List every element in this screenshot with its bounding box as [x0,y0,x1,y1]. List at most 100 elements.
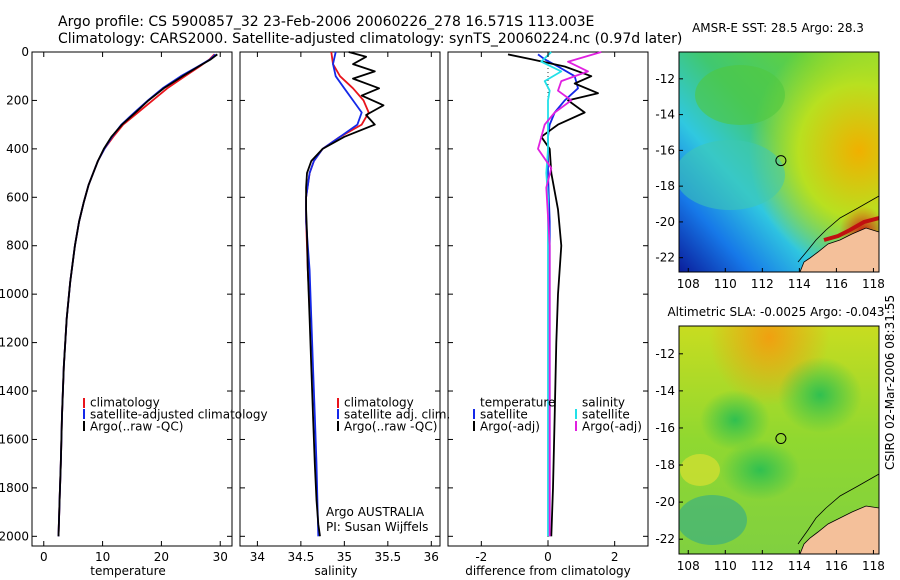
x-tick-label: -2 [475,550,487,564]
map-x-tick-label: 112 [751,559,774,573]
map-x-tick-label: 110 [714,277,737,291]
sla-eddy [700,390,770,450]
credit-line-1: Argo AUSTRALIA [326,505,425,519]
legend-label: climatology [90,396,160,410]
y-tick-label: 800 [6,239,29,253]
sla-map-title: Altimetric SLA: -0.0025 Argo: -0.043 [667,305,884,319]
legend-label: Argo(..raw -QC) [90,420,183,434]
map-y-tick-label: -20 [655,215,675,229]
y-tick-label: 1800 [0,481,29,495]
legend-label: Argo(-adj) [582,420,642,434]
legend-label: satellite [582,408,630,422]
credit-line-2: PI: Susan Wijffels [326,520,428,534]
map-x-tick-label: 118 [862,277,885,291]
series-line-salinity-satellite [540,51,563,537]
map-x-tick-label: 108 [677,277,700,291]
sla-map-frame [678,325,880,555]
legend-header-salinity: salinity [582,396,625,410]
map-y-tick-label: -14 [655,384,675,398]
difference-legend: temperature salinity satellite Argo(-adj… [473,396,642,434]
legend-label: Argo(-adj) [480,420,540,434]
map-x-tick-label: 108 [677,559,700,573]
depth-axis: 0 200 400 600 800 1000 1200 1400 1600 1800 2000 [0,45,29,543]
sla-map-axes: 108 110 112 114 116 118 -12 -14 -16 -18 -20 -22 [655,347,885,573]
map-y-tick-label: -14 [655,108,675,122]
y-tick-label: 1000 [0,287,29,301]
sst-map-frame [678,51,880,273]
salinity-legend: climatology satellite adj. clim. Argo(..… [326,396,450,535]
legend-label: satellite adj. clim. [344,408,450,422]
series-line-argo-raw-qc [57,53,218,537]
temperature-xlabel: temperature [90,564,165,578]
legend-label: satellite-adjusted climatology [90,408,268,422]
sla-patch [680,454,720,486]
y-tick-label: 400 [6,142,29,156]
map-y-tick-label: -18 [655,458,675,472]
map-x-tick-label: 116 [825,277,848,291]
map-x-tick-label: 112 [751,277,774,291]
x-tick-label: 35 [337,550,352,564]
map-y-tick-label: -12 [655,347,675,361]
x-tick-label: 34 [250,550,265,564]
map-y-tick-label: -22 [655,532,675,546]
x-tick-label: 36 [424,550,439,564]
series-line-satellite-adj-clim [305,51,363,537]
sla-map [679,326,879,554]
y-tick-label: 2000 [0,529,29,543]
map-x-tick-label: 116 [825,559,848,573]
y-tick-label: 0 [21,45,29,59]
salinity-plot: 34 34.5 35 35.5 36 [240,51,440,564]
x-tick-label: 20 [154,550,169,564]
sla-eddy [720,440,800,500]
isobath [797,473,879,545]
land-australia [799,505,879,554]
difference-plot: -2 0 2 [448,51,648,564]
x-tick-label: 0 [544,550,552,564]
y-tick-label: 1200 [0,336,29,350]
map-y-tick-label: -12 [655,72,675,86]
y-tick-label: 600 [6,190,29,204]
map-y-tick-label: -20 [655,495,675,509]
x-tick-label: 2 [611,550,619,564]
map-x-tick-label: 114 [788,559,811,573]
isobath [797,195,879,263]
map-x-tick-label: 114 [788,277,811,291]
map-x-tick-label: 110 [714,559,737,573]
title-line-1: Argo profile: CS 5900857_32 23-Feb-2006 … [58,14,594,30]
map-x-tick-label: 118 [862,559,885,573]
sst-map-axes: 108 110 112 114 116 118 -12 -14 -16 -18 -20 -22 [655,72,885,291]
series-line-salinity-argo-adj [537,51,602,537]
sla-eddy [679,495,747,545]
sst-map [679,52,879,272]
legend-header-temperature: temperature [480,396,555,410]
temperature-plot: 0 10 20 30 [32,51,232,564]
map-y-tick-label: -22 [655,251,675,265]
temperature-legend: climatology satellite-adjusted climatolo… [83,396,268,434]
salinity-xlabel: salinity [314,564,357,578]
x-tick-label: 35.5 [374,550,401,564]
y-tick-label: 1400 [0,384,29,398]
sst-coastal-band [823,216,879,242]
map-y-tick-label: -18 [655,179,675,193]
csiro-timestamp: CSIRO 02-Mar-2006 08:31:55 [883,295,897,470]
legend-label: Argo(..raw -QC) [344,420,437,434]
salinity-panel [239,51,441,547]
difference-xlabel: difference from climatology [465,564,631,578]
map-y-tick-label: -16 [655,421,675,435]
y-tick-label: 200 [6,93,29,107]
sst-map-title: AMSR-E SST: 28.5 Argo: 28.3 [692,21,864,35]
legend-label: satellite [480,408,528,422]
map-y-tick-label: -16 [655,143,675,157]
temperature-panel [31,51,233,547]
title-line-2: Climatology: CARS2000. Satellite-adjuste… [58,31,682,47]
x-tick-label: 10 [95,550,110,564]
legend-label: climatology [344,396,414,410]
series-line-argo-raw-qc [305,51,385,537]
sst-hot-region [679,52,879,272]
argo-float-marker [775,433,787,445]
x-tick-label: 30 [213,550,228,564]
y-tick-label: 1600 [0,432,29,446]
argo-float-marker [775,155,787,167]
x-tick-label: 34.5 [288,550,315,564]
